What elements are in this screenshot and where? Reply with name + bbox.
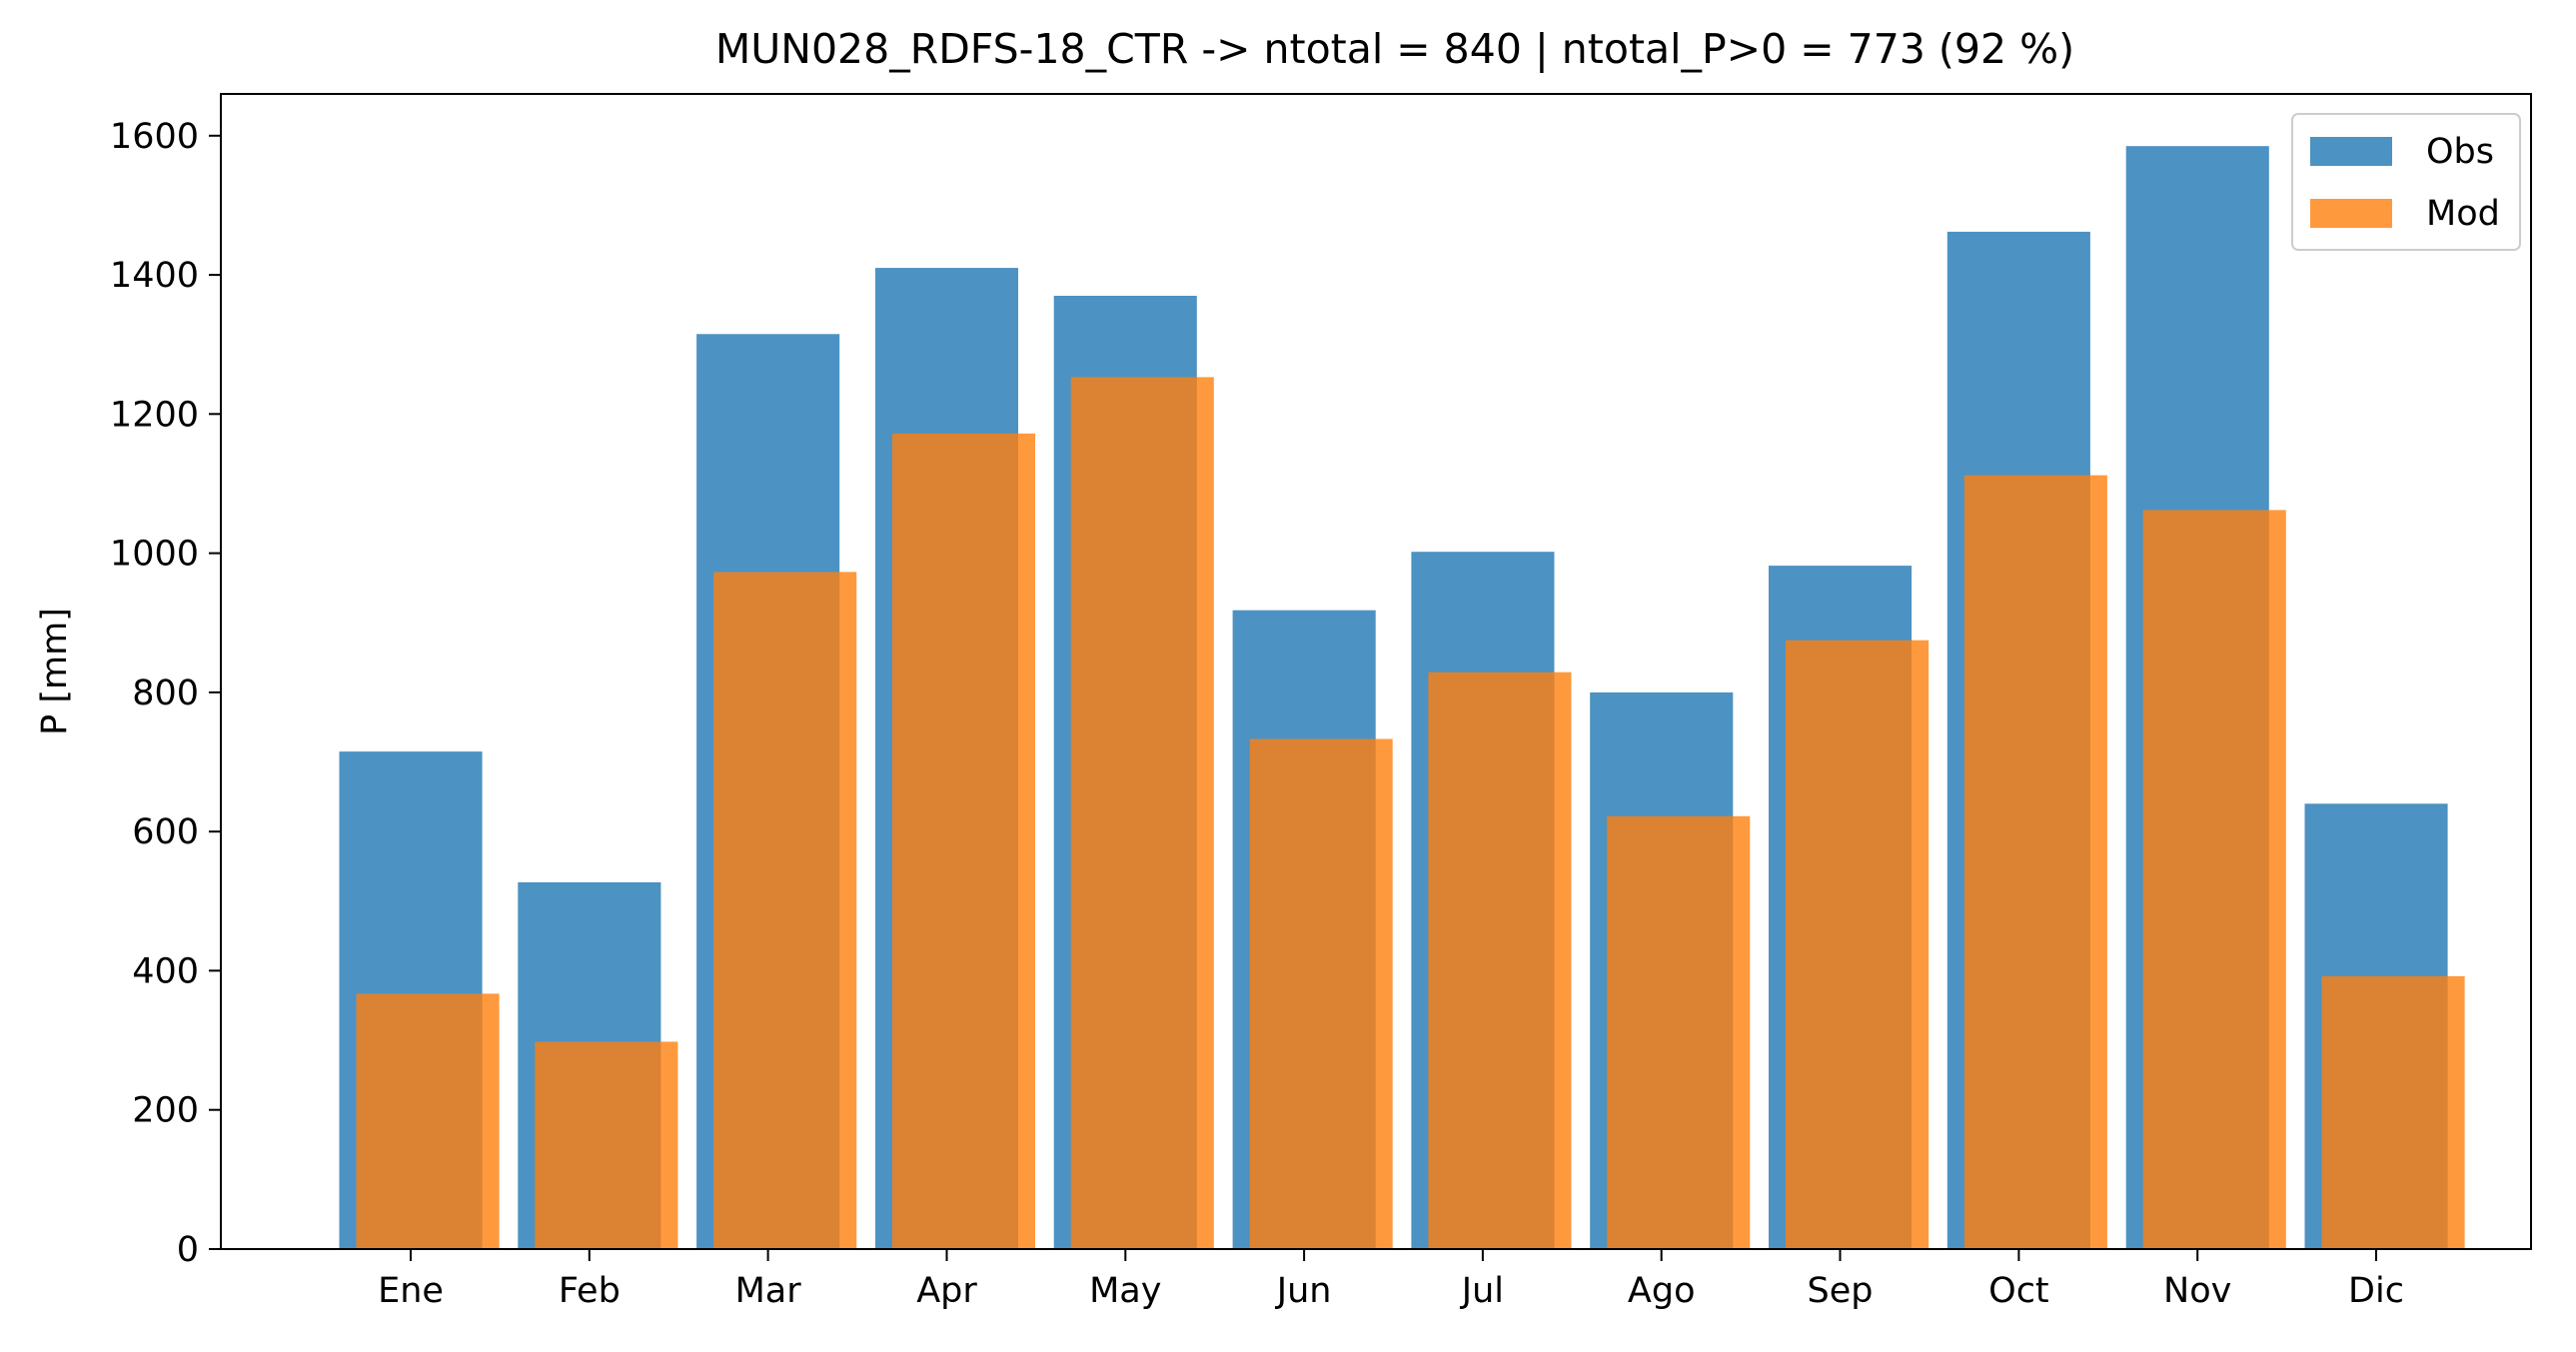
x-tick-label-apr: Apr xyxy=(916,1271,977,1311)
bars-layer xyxy=(339,146,2465,1250)
legend-swatch-mod xyxy=(2310,199,2392,228)
x-tick-label-jul: Jul xyxy=(1460,1271,1504,1311)
y-tick-label: 1600 xyxy=(110,117,199,157)
x-tick-label-nov: Nov xyxy=(2163,1271,2231,1311)
x-axis-ticks: Ene Feb Mar Apr May Jun Jul Ago Sep Oct Nov Dic xyxy=(378,1249,2404,1311)
bar-mod-ago xyxy=(1607,815,1751,1249)
y-axis-label: P [mm] xyxy=(35,608,75,735)
y-tick-label: 1000 xyxy=(110,535,199,575)
y-tick-label: 800 xyxy=(132,674,199,713)
chart-title: MUN028_RDFS-18_CTR -> ntotal = 840 | nto… xyxy=(715,25,2074,73)
bar-mod-feb xyxy=(535,1041,678,1249)
y-tick-label: 200 xyxy=(132,1091,199,1131)
x-tick-label-jun: Jun xyxy=(1275,1271,1332,1311)
plot-frame xyxy=(220,93,2532,1250)
bar-mod-dic xyxy=(2321,976,2465,1249)
legend-swatch-obs xyxy=(2310,137,2392,166)
x-tick-label-ene: Ene xyxy=(378,1271,444,1311)
x-tick-label-sep: Sep xyxy=(1808,1271,1874,1311)
legend-label-obs: Obs xyxy=(2426,132,2494,172)
bar-mod-may xyxy=(1070,377,1214,1249)
bar-mod-nov xyxy=(2142,510,2286,1249)
x-tick-label-dic: Dic xyxy=(2348,1271,2404,1311)
bar-mod-jul xyxy=(1428,672,1572,1249)
bar-mod-ene xyxy=(356,993,500,1249)
bar-mod-jun xyxy=(1249,738,1393,1249)
bar-mod-sep xyxy=(1786,640,1930,1249)
x-tick-label-ago: Ago xyxy=(1628,1271,1696,1311)
legend: Obs Mod xyxy=(2291,113,2521,251)
y-tick-label: 600 xyxy=(132,812,199,852)
bar-mod-mar xyxy=(713,572,857,1249)
y-axis-ticks: 0 200 400 600 800 1000 1200 1400 1600 xyxy=(110,117,221,1270)
y-tick-label: 0 xyxy=(177,1230,199,1270)
x-tick-label-may: May xyxy=(1089,1271,1161,1311)
x-tick-label-feb: Feb xyxy=(559,1271,621,1311)
y-tick-label: 400 xyxy=(132,951,199,991)
bar-mod-oct xyxy=(1963,475,2107,1250)
y-tick-label: 1400 xyxy=(110,256,199,296)
legend-label-mod: Mod xyxy=(2426,194,2500,234)
y-tick-label: 1200 xyxy=(110,395,199,435)
x-tick-label-mar: Mar xyxy=(735,1271,802,1311)
x-tick-label-oct: Oct xyxy=(1988,1271,2049,1311)
bar-mod-apr xyxy=(891,433,1035,1249)
